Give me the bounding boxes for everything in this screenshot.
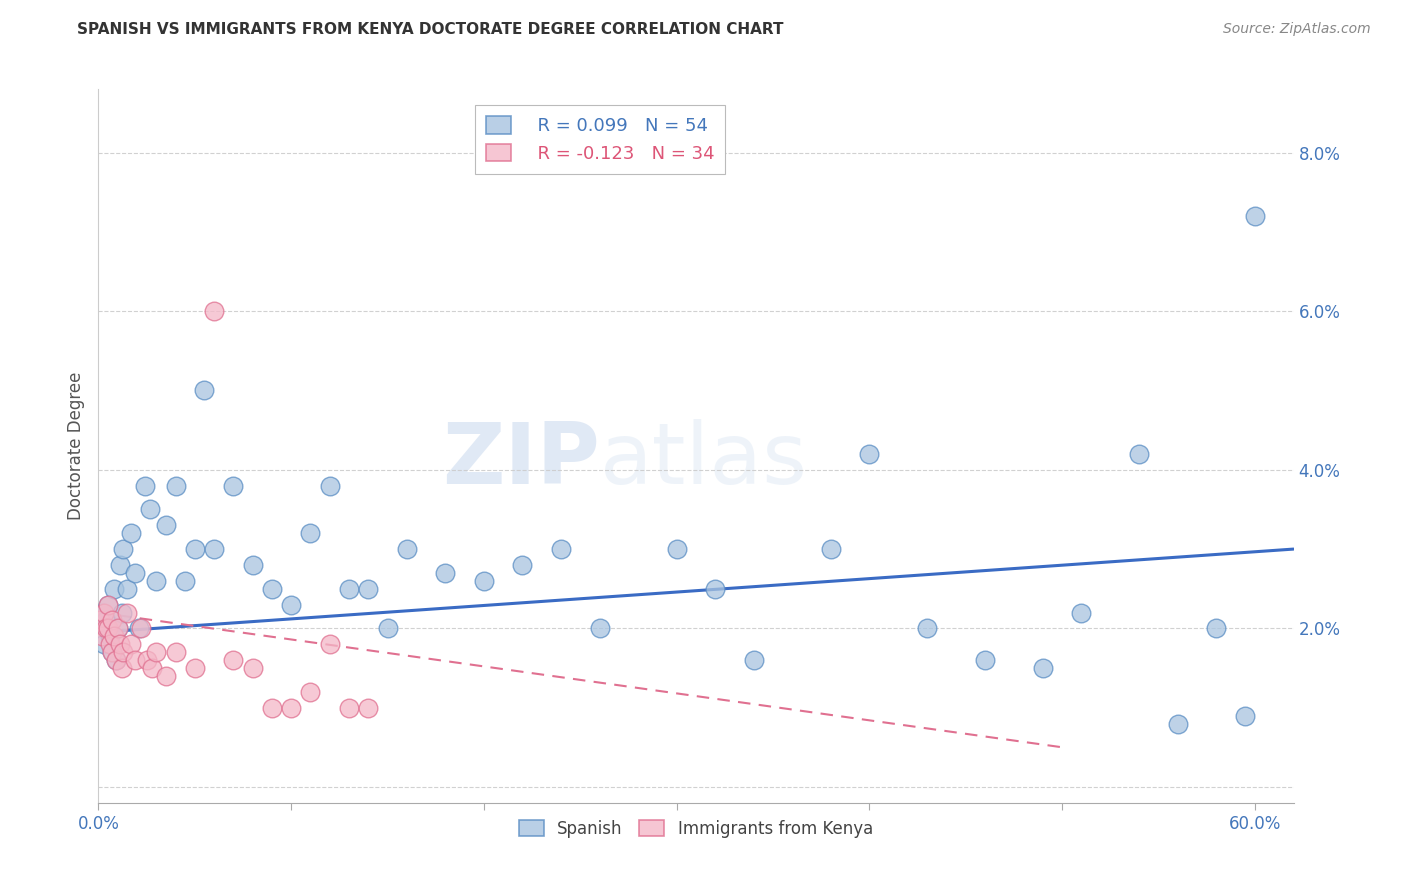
- Point: [1205, 621, 1227, 635]
- Point: [202, 542, 225, 557]
- Point: [222, 478, 245, 492]
- Text: Source: ZipAtlas.com: Source: ZipAtlas.com: [1223, 22, 1371, 37]
- Point: [110, 606, 132, 620]
- Point: [357, 700, 380, 714]
- Point: [97, 598, 120, 612]
- Point: [104, 653, 127, 667]
- Point: [124, 566, 146, 580]
- Point: [242, 558, 264, 572]
- Point: [1128, 447, 1150, 461]
- Point: [141, 661, 163, 675]
- Point: [512, 558, 534, 572]
- Point: [1032, 661, 1054, 675]
- Point: [184, 542, 207, 557]
- Point: [155, 669, 177, 683]
- Point: [94, 614, 117, 628]
- Point: [242, 661, 264, 675]
- Text: ZIP: ZIP: [443, 418, 600, 502]
- Point: [135, 653, 157, 667]
- Point: [117, 606, 139, 620]
- Legend: Spanish, Immigrants from Kenya: Spanish, Immigrants from Kenya: [512, 814, 880, 845]
- Point: [129, 621, 152, 635]
- Point: [395, 542, 418, 557]
- Point: [98, 637, 121, 651]
- Point: [93, 606, 115, 620]
- Point: [260, 582, 283, 596]
- Point: [97, 621, 120, 635]
- Point: [112, 542, 135, 557]
- Point: [128, 621, 150, 635]
- Point: [145, 645, 167, 659]
- Point: [1167, 716, 1189, 731]
- Point: [139, 502, 162, 516]
- Point: [299, 685, 322, 699]
- Point: [299, 526, 322, 541]
- Point: [112, 645, 135, 659]
- Point: [319, 637, 342, 651]
- Point: [101, 645, 124, 659]
- Point: [434, 566, 457, 580]
- Point: [98, 629, 121, 643]
- Point: [91, 629, 114, 643]
- Point: [1244, 209, 1267, 223]
- Point: [820, 542, 842, 557]
- Point: [337, 582, 360, 596]
- Point: [120, 526, 142, 541]
- Text: atlas: atlas: [600, 418, 808, 502]
- Point: [319, 478, 342, 492]
- Point: [184, 661, 207, 675]
- Point: [101, 645, 124, 659]
- Point: [588, 621, 610, 635]
- Point: [94, 621, 117, 635]
- Point: [357, 582, 380, 596]
- Point: [134, 478, 156, 492]
- Point: [145, 574, 167, 588]
- Point: [89, 614, 111, 628]
- Point: [117, 582, 139, 596]
- Point: [93, 637, 115, 651]
- Point: [377, 621, 399, 635]
- Point: [103, 582, 125, 596]
- Point: [550, 542, 572, 557]
- Point: [858, 447, 880, 461]
- Point: [1070, 606, 1092, 620]
- Point: [101, 614, 124, 628]
- Point: [974, 653, 997, 667]
- Point: [704, 582, 727, 596]
- Point: [103, 629, 125, 643]
- Point: [97, 598, 120, 612]
- Point: [337, 700, 360, 714]
- Point: [174, 574, 197, 588]
- Point: [222, 653, 245, 667]
- Point: [104, 653, 127, 667]
- Point: [124, 653, 146, 667]
- Point: [665, 542, 688, 557]
- Text: SPANISH VS IMMIGRANTS FROM KENYA DOCTORATE DEGREE CORRELATION CHART: SPANISH VS IMMIGRANTS FROM KENYA DOCTORA…: [77, 22, 783, 37]
- Point: [91, 606, 114, 620]
- Point: [472, 574, 495, 588]
- Point: [107, 621, 129, 635]
- Point: [193, 384, 215, 398]
- Point: [280, 700, 302, 714]
- Point: [108, 637, 131, 651]
- Point: [110, 661, 132, 675]
- Point: [917, 621, 939, 635]
- Point: [202, 304, 225, 318]
- Point: [1234, 708, 1257, 723]
- Point: [108, 558, 131, 572]
- Point: [280, 598, 302, 612]
- Point: [165, 478, 187, 492]
- Y-axis label: Doctorate Degree: Doctorate Degree: [66, 372, 84, 520]
- Point: [107, 621, 129, 635]
- Point: [120, 637, 142, 651]
- Point: [165, 645, 187, 659]
- Point: [260, 700, 283, 714]
- Point: [155, 518, 177, 533]
- Point: [742, 653, 765, 667]
